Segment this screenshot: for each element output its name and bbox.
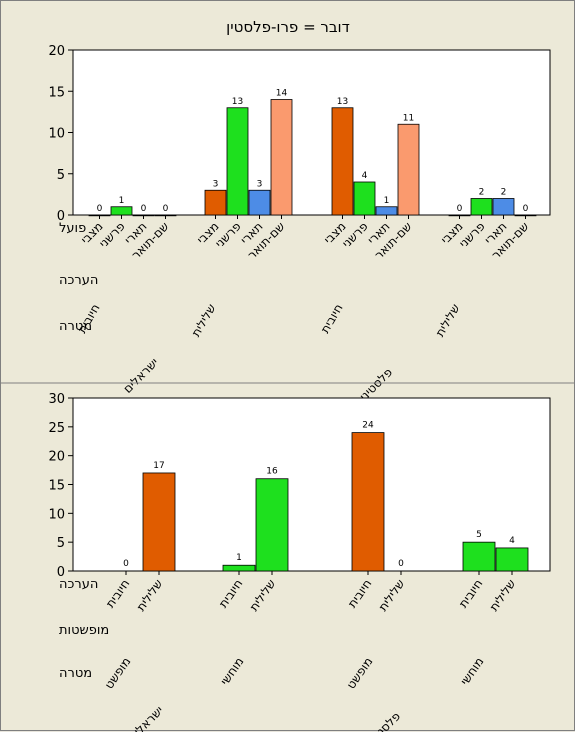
x-tick-label-evaluation: חיובית	[456, 577, 485, 611]
data-label: 4	[362, 171, 368, 181]
bar	[462, 541, 496, 572]
x-group-label-evaluation: חיובית	[318, 302, 346, 336]
bar	[222, 564, 256, 572]
data-label: 2	[479, 188, 485, 198]
bar	[492, 198, 515, 216]
x-group-label-target: ישראלים	[125, 703, 166, 732]
row-label: מטרה	[59, 666, 92, 681]
y-tick-label: 5	[57, 536, 65, 551]
bar	[470, 198, 493, 216]
x-group-label-abstraction: מופשט	[102, 655, 134, 692]
y-tick-label: 15	[48, 85, 65, 100]
x-group-label-evaluation: שלילית	[189, 302, 219, 340]
row-label: הערכה	[59, 577, 98, 592]
x-group-label-evaluation: שלילית	[433, 302, 463, 340]
bar	[375, 206, 398, 216]
x-tick-label-evaluation: שלילית	[134, 577, 166, 614]
x-tick-label-evaluation: חיובית	[216, 577, 245, 611]
data-label: 0	[97, 204, 103, 214]
chart-top: דובר = פרו-פלסטין 051015200מצבי1פרשני0תא…	[48, 18, 551, 409]
bar	[397, 123, 420, 216]
bar	[351, 432, 385, 572]
row-label: מופשטות	[59, 623, 109, 638]
data-label: 0	[398, 559, 404, 569]
data-label: 4	[509, 536, 515, 546]
data-label: 16	[266, 467, 278, 477]
bar	[255, 478, 289, 572]
data-label: 3	[213, 179, 219, 189]
data-label: 1	[384, 196, 390, 206]
row-label: פועל	[59, 221, 86, 236]
y-tick-label: 5	[57, 168, 65, 183]
y-tick-label: 20	[48, 44, 65, 59]
data-label: 0	[163, 204, 169, 214]
x-group-label-target: פלסטינים	[359, 709, 403, 732]
bar	[142, 472, 176, 572]
data-label: 14	[276, 89, 288, 99]
data-label: 0	[457, 204, 463, 214]
x-tick-label-evaluation: שלילית	[376, 577, 408, 614]
data-label: 11	[403, 113, 414, 123]
data-label: 13	[232, 97, 243, 107]
y-tick-label: 25	[48, 421, 65, 436]
data-label: 5	[476, 530, 482, 540]
data-label: 0	[523, 204, 529, 214]
data-label: 0	[123, 559, 129, 569]
y-tick-label: 10	[48, 507, 65, 522]
x-group-label-abstraction: מוחשי	[218, 655, 247, 688]
plot-area-top	[72, 49, 551, 216]
data-label: 1	[119, 196, 125, 206]
bar	[204, 189, 227, 216]
chart-bottom: 0 5 10 15 20 25 30 0 חיובית 17 שלילית מופשט 1 חיובית 1…	[48, 392, 551, 732]
y-tick-label: 15	[48, 479, 65, 494]
bar	[248, 189, 271, 216]
bar	[110, 206, 133, 216]
y-tick-label: 30	[48, 392, 65, 407]
x-tick-label-evaluation: חיובית	[345, 577, 374, 611]
bar	[353, 181, 376, 216]
chart-title: דובר = פרו-פלסטין	[226, 18, 350, 36]
data-label: 0	[141, 204, 147, 214]
x-group-label-abstraction: מוחשי	[458, 655, 487, 688]
data-label: 13	[337, 97, 348, 107]
y-tick-label: 20	[48, 450, 65, 465]
x-group-label-target: ישראלים	[120, 355, 161, 396]
row-label: הערכה	[59, 273, 98, 288]
bar	[270, 99, 293, 216]
y-tick-label: 0	[57, 209, 65, 224]
data-label: 24	[362, 421, 374, 431]
x-tick-label-evaluation: שלילית	[487, 577, 519, 614]
y-tick-label: 10	[48, 127, 65, 142]
data-label: 2	[501, 188, 507, 198]
x-tick-label-evaluation: חיובית	[103, 577, 132, 611]
data-label: 3	[257, 179, 263, 189]
bar	[331, 107, 354, 216]
x-tick-label-evaluation: שלילית	[247, 577, 279, 614]
data-label: 17	[153, 461, 164, 471]
row-label: מטרה	[59, 319, 92, 334]
bar	[495, 547, 529, 572]
data-label: 1	[236, 553, 242, 563]
bar	[226, 107, 249, 216]
y-tick-label: 0	[57, 565, 65, 580]
x-group-label-abstraction: מופשט	[344, 655, 376, 692]
